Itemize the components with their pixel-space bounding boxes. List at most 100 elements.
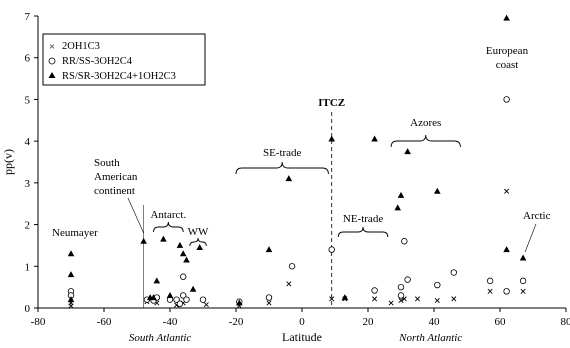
south-america-label: continent	[94, 185, 135, 197]
point-rs-sr-3oh2c4-1oh2c3	[503, 14, 510, 21]
legend-marker-x: ×	[49, 41, 55, 53]
point-rs-sr-3oh2c4-1oh2c3	[189, 285, 197, 292]
point-2oh1c3	[398, 297, 404, 304]
point-rs-sr-3oh2c4-1oh2c3	[394, 204, 401, 211]
axes: -80 -60 -40 -20 0 20 40 60 80 0 1 2 3 4 5 6 7 Latitude pp(…	[1, 11, 570, 344]
point-rr-ss-3oh2c4	[199, 296, 207, 303]
point-rs-sr-3oh2c4-1oh2c3	[341, 294, 349, 301]
x-tick-label: -40	[163, 316, 178, 328]
point-2oh1c3	[68, 303, 74, 309]
point-rr-ss-3oh2c4	[404, 276, 411, 283]
y-axis-title: pp(v)	[1, 149, 15, 175]
data-marks	[67, 14, 527, 309]
point-rs-sr-3oh2c4-1oh2c3	[196, 244, 203, 251]
point-rr-ss-3oh2c4	[401, 238, 408, 245]
point-rr-ss-3oh2c4	[486, 277, 494, 285]
y-tick-label: 0	[25, 303, 31, 315]
point-2oh1c3	[434, 297, 440, 304]
region-label: South Atlantic	[129, 332, 192, 344]
european-coast-label: coast	[496, 59, 519, 71]
y-tick-label: 7	[25, 11, 31, 23]
x-tick-label: 20	[363, 316, 375, 328]
azores-brace	[390, 134, 461, 148]
point-rs-sr-3oh2c4-1oh2c3	[176, 241, 184, 248]
ww-brace	[189, 237, 207, 247]
x-tick-label: 40	[429, 316, 441, 328]
point-rr-ss-3oh2c4	[450, 269, 457, 276]
legend-marker-triangle	[48, 72, 56, 78]
point-rr-ss-3oh2c4	[397, 292, 405, 299]
annotations: ITCZ South American continent Neumayer Antarc…	[52, 45, 551, 308]
region-label: North Atlantic	[398, 332, 462, 344]
neumayer-label: Neumayer	[52, 227, 98, 239]
south-america-label: American	[94, 171, 138, 183]
south-america-pointer	[127, 197, 144, 234]
point-rs-sr-3oh2c4-1oh2c3	[397, 191, 405, 198]
azores-label: Azores	[410, 117, 441, 129]
point-2oh1c3	[372, 296, 378, 302]
point-2oh1c3	[414, 296, 421, 302]
legend-frame	[42, 33, 206, 86]
point-rs-sr-3oh2c4-1oh2c3	[153, 277, 161, 284]
point-rs-sr-3oh2c4-1oh2c3	[67, 296, 75, 303]
point-2oh1c3	[329, 296, 335, 302]
point-rs-sr-3oh2c4-1oh2c3	[160, 235, 167, 242]
x-tick-label: -80	[31, 316, 46, 328]
point-rr-ss-3oh2c4	[519, 277, 527, 285]
ww-label: WW	[188, 226, 209, 238]
point-rr-ss-3oh2c4	[173, 296, 180, 303]
antarct-brace	[153, 221, 184, 233]
point-rs-sr-3oh2c4-1oh2c3	[328, 135, 335, 142]
se-trade-label: SE-trade	[263, 147, 302, 159]
point-rr-ss-3oh2c4	[328, 246, 335, 253]
point-rr-ss-3oh2c4	[434, 281, 441, 289]
x-tick-label: 60	[495, 316, 507, 328]
x-axis-title: Latitude	[282, 330, 322, 344]
point-rr-ss-3oh2c4	[176, 300, 184, 308]
arctic-label: Arctic	[523, 210, 551, 222]
point-2oh1c3	[203, 302, 209, 308]
point-rs-sr-3oh2c4-1oh2c3	[67, 250, 75, 257]
legend-label-rs-sr: RS/SR-3OH2C4+1OH2C3	[62, 71, 176, 82]
point-rs-sr-3oh2c4-1oh2c3	[67, 271, 75, 278]
legend-item-rr-ss: RR/SS-3OH2C4	[48, 56, 133, 67]
legend-item-rs-sr: RS/SR-3OH2C4+1OH2C3	[48, 71, 176, 82]
legend-item-2oh1c3: × 2OH1C3	[49, 41, 100, 53]
legend: × 2OH1C3 RR/SS-3OH2C4 RS/SR-3OH2C4+1OH2C…	[42, 33, 206, 86]
y-tick-label: 4	[25, 136, 31, 148]
y-tick-label: 5	[25, 94, 31, 106]
legend-marker-circle	[48, 57, 56, 65]
y-tick-label: 2	[25, 220, 31, 232]
legend-label-rr-ss: RR/SS-3OH2C4	[62, 56, 133, 67]
arctic-pointer	[524, 223, 537, 253]
point-rr-ss-3oh2c4	[265, 294, 273, 301]
ne-trade-brace	[337, 226, 389, 238]
x-tick-label: -60	[97, 316, 112, 328]
point-rs-sr-3oh2c4-1oh2c3	[140, 237, 147, 244]
point-2oh1c3	[451, 296, 457, 302]
y-tick-label: 3	[25, 178, 31, 190]
point-rs-sr-3oh2c4-1oh2c3	[179, 250, 187, 257]
point-rr-ss-3oh2c4	[179, 273, 187, 280]
point-rr-ss-3oh2c4	[179, 292, 187, 299]
south-america-label: South	[94, 157, 120, 169]
point-2oh1c3	[487, 288, 493, 294]
point-rr-ss-3oh2c4	[371, 287, 378, 294]
ne-trade-label: NE-trade	[343, 213, 383, 225]
point-2oh1c3	[388, 300, 394, 306]
itcz-label: ITCZ	[318, 97, 345, 109]
point-rs-sr-3oh2c4-1oh2c3	[519, 254, 527, 261]
y-tick-label: 6	[25, 53, 31, 65]
point-rs-sr-3oh2c4-1oh2c3	[503, 246, 510, 253]
antarct-label: Antarct.	[150, 209, 186, 221]
point-rs-sr-3oh2c4-1oh2c3	[265, 246, 273, 253]
point-rs-sr-3oh2c4-1oh2c3	[404, 148, 411, 155]
point-rr-ss-3oh2c4	[183, 296, 190, 303]
point-2oh1c3	[504, 188, 510, 194]
point-rs-sr-3oh2c4-1oh2c3	[434, 187, 441, 194]
point-rs-sr-3oh2c4-1oh2c3	[371, 135, 378, 142]
se-trade-brace	[235, 161, 329, 175]
point-rs-sr-3oh2c4-1oh2c3	[285, 175, 293, 182]
point-rs-sr-3oh2c4-1oh2c3	[183, 256, 190, 263]
point-rs-sr-3oh2c4-1oh2c3	[236, 299, 243, 306]
